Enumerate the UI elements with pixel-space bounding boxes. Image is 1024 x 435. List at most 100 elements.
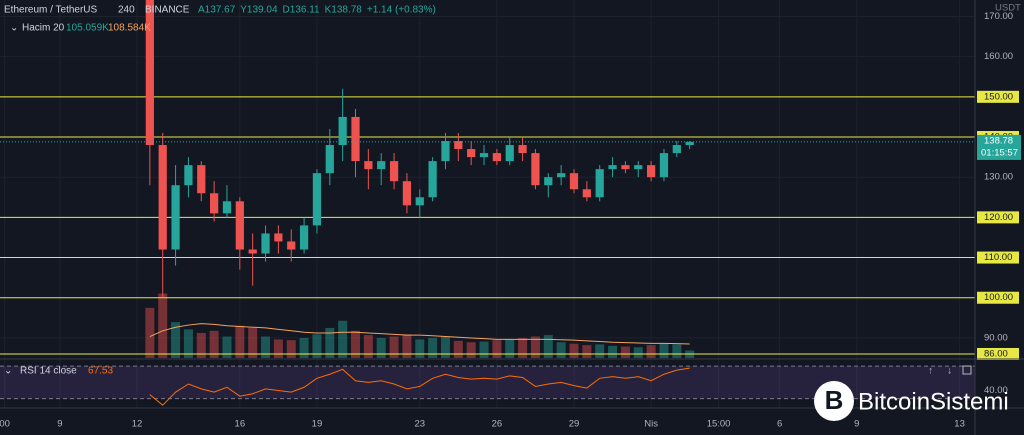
countdown-label: 01:15:57 — [981, 147, 1018, 158]
candle-body — [544, 177, 553, 186]
candle-body — [274, 233, 283, 242]
candle-body — [634, 165, 643, 170]
candle-body — [351, 116, 360, 162]
volume-bar — [209, 330, 219, 358]
x-tick-label: 9 — [854, 419, 859, 430]
volume-bar — [608, 345, 618, 358]
candle-body — [235, 201, 244, 250]
candle-body — [492, 153, 501, 162]
volume-bar — [261, 336, 271, 358]
currency-label: USDT — [995, 3, 1021, 14]
candle-body — [402, 181, 412, 206]
candle-body — [557, 173, 566, 178]
last-price-box — [977, 134, 1021, 160]
volume-bar — [145, 307, 155, 358]
candle-body — [608, 165, 617, 170]
horizontal-line-label-box — [977, 291, 1019, 304]
ohlc-value: K138.78 — [325, 5, 363, 16]
watermark: B BitcoinSistemi — [814, 381, 1009, 421]
volume-bar — [402, 334, 412, 358]
volume-bar — [518, 337, 528, 358]
candle-body — [248, 249, 257, 254]
axes: 00 9 12 16 19 23 26 29 Nis 15:00 6 9 13 90.00 130.00 16… — [0, 11, 1021, 430]
volume-bar — [453, 340, 463, 358]
candle-body — [685, 141, 694, 146]
watermark-logo — [814, 381, 854, 421]
candle-body — [672, 145, 681, 154]
candle-body — [325, 145, 334, 174]
volume-legend-value: 105.059K — [66, 23, 109, 34]
candle-body — [428, 161, 437, 198]
volume-bar — [543, 335, 553, 358]
x-tick-label: 9 — [57, 419, 62, 430]
volume-bar — [633, 347, 643, 358]
ohlc-value: A137.67 — [198, 5, 236, 16]
move-down-button[interactable]: ↓ — [947, 366, 952, 377]
x-tick-label: 15:00 — [707, 419, 731, 430]
candle-body — [145, 0, 154, 146]
candle-body — [171, 185, 180, 250]
candle-body — [569, 173, 579, 190]
x-tick-label: 6 — [777, 419, 782, 430]
volume-bar — [492, 340, 502, 358]
collapse-toggle[interactable]: ⌄ — [10, 23, 18, 34]
price-pane — [0, 0, 975, 358]
symbol-exchange: BINANCE — [145, 5, 190, 16]
grid — [0, 0, 975, 408]
volume-bar — [222, 336, 232, 358]
y-tick-label: 90.00 — [984, 332, 1008, 343]
volume-bar — [248, 327, 258, 358]
volume-bar — [171, 322, 181, 358]
maximize-button[interactable] — [962, 365, 972, 375]
candle-body — [621, 165, 630, 170]
volume-bar — [235, 325, 245, 358]
horizontal-line-label-box — [977, 211, 1019, 224]
candle-body — [338, 116, 347, 146]
volume-bar — [196, 332, 206, 358]
volume-bar — [325, 327, 335, 358]
x-tick-label: 12 — [132, 419, 143, 430]
candle-body — [518, 145, 527, 154]
horizontal-line-label: 86.00 — [984, 348, 1008, 359]
volume-bar — [376, 337, 386, 358]
symbol-name: Ethereum / TetherUS — [4, 5, 98, 16]
y-tick-label: 170.00 — [984, 11, 1013, 22]
volume-bar — [363, 335, 373, 358]
volume-bar — [312, 334, 322, 358]
rsi-collapse-toggle[interactable]: ⌄ — [4, 366, 12, 377]
x-tick-label: 13 — [954, 419, 965, 430]
horizontal-line-label: 150.00 — [984, 91, 1013, 102]
volume-bar — [556, 342, 566, 358]
horizontal-line-label: 120.00 — [984, 212, 1013, 223]
candle-body — [197, 165, 206, 194]
last-price-label: 138.78 — [984, 135, 1013, 146]
candle-body — [505, 145, 514, 162]
volume-bar — [389, 336, 399, 358]
candle-body — [531, 153, 540, 186]
candle-body — [222, 201, 232, 214]
candle-body — [479, 153, 489, 158]
x-tick-label: Nis — [644, 419, 658, 430]
volume-legend-title: Hacim 20 — [22, 23, 65, 34]
rsi-legend-title: RSI 14 close — [20, 366, 77, 377]
volume-bar — [351, 330, 361, 358]
volume-bar — [479, 341, 489, 358]
horizontal-line-label-box — [977, 90, 1019, 103]
volume-bar — [466, 342, 476, 358]
horizontal-line-label: 100.00 — [984, 292, 1013, 303]
volume-bar — [338, 320, 348, 358]
volume-bar — [299, 337, 309, 358]
volume-bar — [158, 293, 168, 358]
candle-body — [415, 197, 424, 206]
x-tick-label: 26 — [492, 419, 503, 430]
move-up-button[interactable]: ↑ — [928, 366, 933, 377]
volume-bar — [415, 339, 425, 358]
volume-bar — [659, 343, 669, 358]
rsi-legend-value: 67.53 — [88, 366, 113, 377]
horizontal-line-label-box — [977, 347, 1019, 360]
candle-body — [299, 225, 309, 250]
horizontal-line-label-box — [977, 251, 1019, 264]
x-tick-label: 16 — [235, 419, 246, 430]
ohlc-value: D136.11 — [283, 5, 321, 16]
